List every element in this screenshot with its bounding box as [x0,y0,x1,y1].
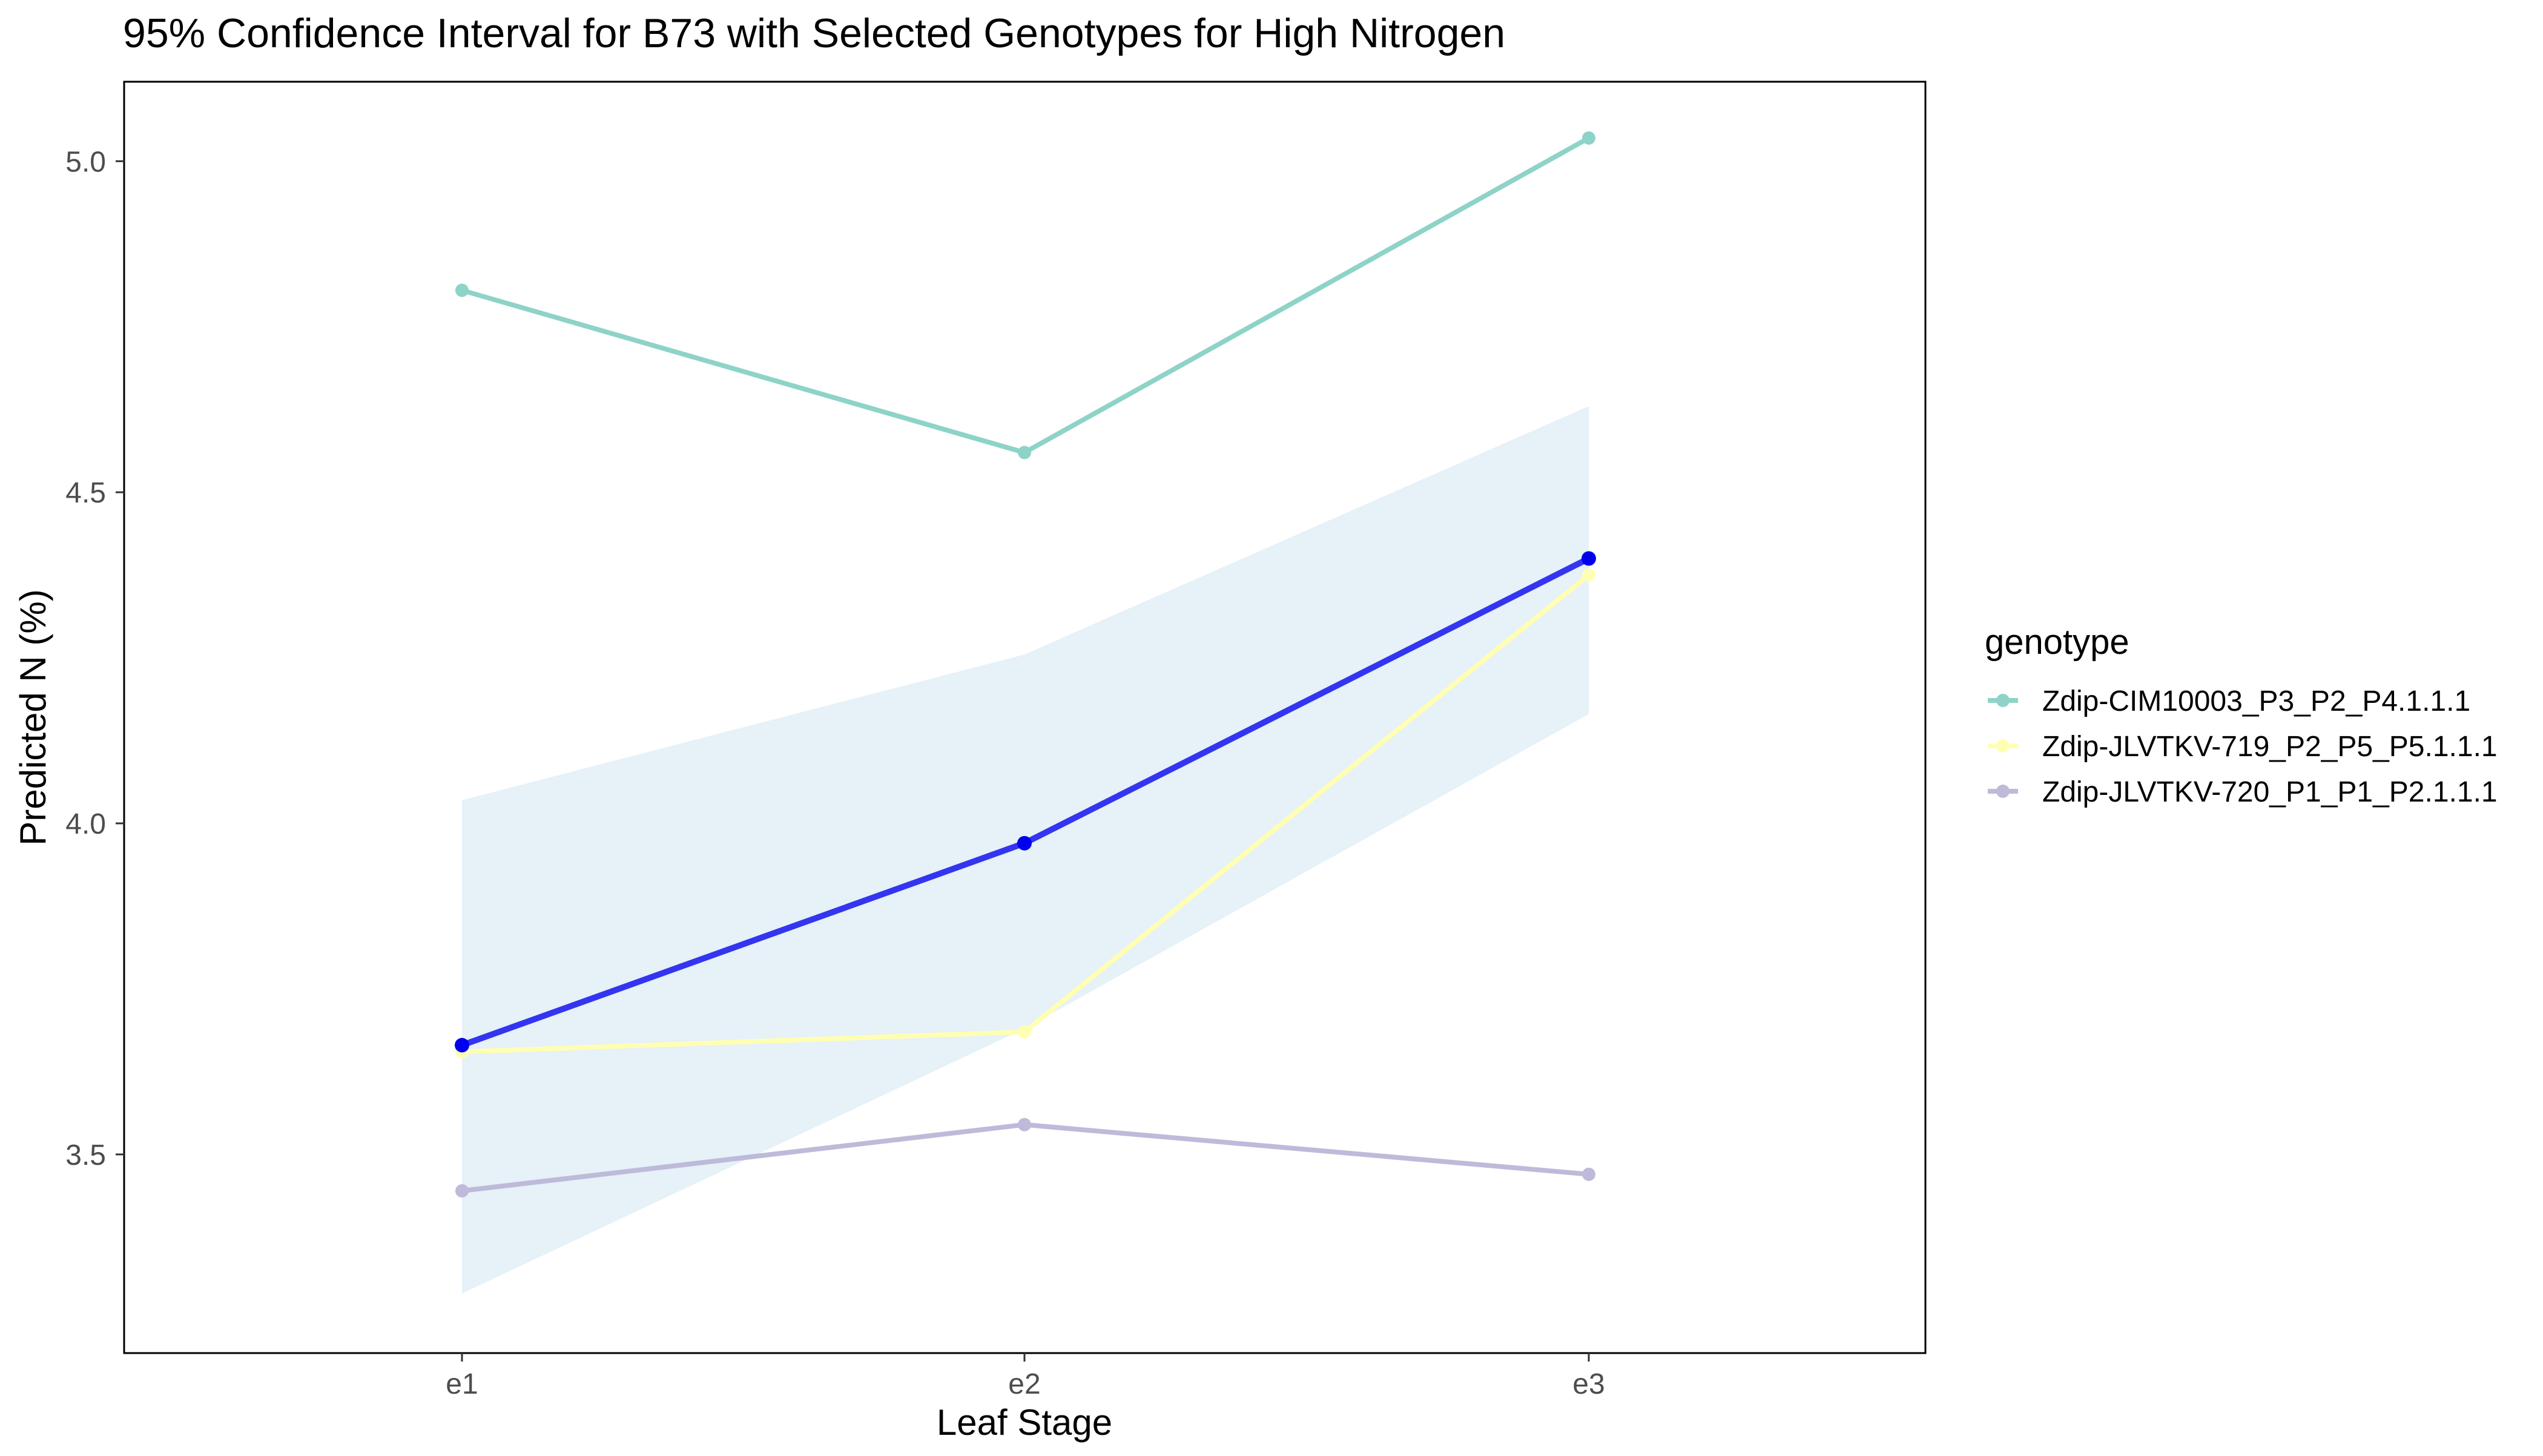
y-tick-label: 3.5 [65,1139,106,1171]
reference-line-layer [455,551,1596,1053]
legend-key-point [1996,694,2010,707]
y-axis-title: Predicted N (%) [13,589,53,845]
x-tick-label: e1 [446,1368,478,1400]
y-axis: 3.5 4.0 4.5 5.0 [65,146,124,1171]
x-axis-title: Leaf Stage [937,1402,1112,1443]
series-point [1018,446,1031,460]
x-tick-label: e3 [1572,1368,1605,1400]
x-tick-label: e2 [1008,1368,1040,1400]
series-point [1582,131,1595,145]
series-point [455,283,469,297]
series-group-1 [455,131,1595,460]
chart-title: 95% Confidence Interval for B73 with Sel… [123,10,1505,56]
y-tick-label: 5.0 [65,146,106,178]
reference-point [1582,551,1596,566]
series-point [1018,1118,1031,1132]
legend-key-point [1996,785,2010,798]
legend-item-label: Zdip-JLVTKV-720_P1_P1_P2.1.1.1 [2042,776,2498,808]
legend-key-point [1996,739,2010,753]
series-point [1582,1167,1595,1181]
series-point [1582,568,1595,582]
legend-item: Zdip-CIM10003_P3_P2_P4.1.1.1 [1988,685,2470,717]
legend-title: genotype [1985,622,2129,662]
y-tick-label: 4.5 [65,477,106,509]
reference-point [1017,835,1032,851]
series-group-3 [455,1118,1595,1198]
legend-item-label: Zdip-CIM10003_P3_P2_P4.1.1.1 [2042,685,2470,717]
legend-item-label: Zdip-JLVTKV-719_P2_P5_P5.1.1.1 [2042,731,2498,763]
y-tick-label: 4.0 [65,808,106,840]
legend-item: Zdip-JLVTKV-720_P1_P1_P2.1.1.1 [1988,776,2498,808]
reference-point [455,1038,469,1053]
legend-items: Zdip-CIM10003_P3_P2_P4.1.1.1 Zdip-JLVTKV-… [1988,685,2498,808]
legend-item: Zdip-JLVTKV-719_P2_P5_P5.1.1.1 [1988,731,2498,763]
series-point [1018,1025,1031,1039]
series-point [455,1184,469,1198]
x-axis: e1 e2 e3 [446,1353,1605,1400]
legend: genotype Zdip-CIM10003_P3_P2_P4.1.1.1Zdi… [1985,622,2498,808]
